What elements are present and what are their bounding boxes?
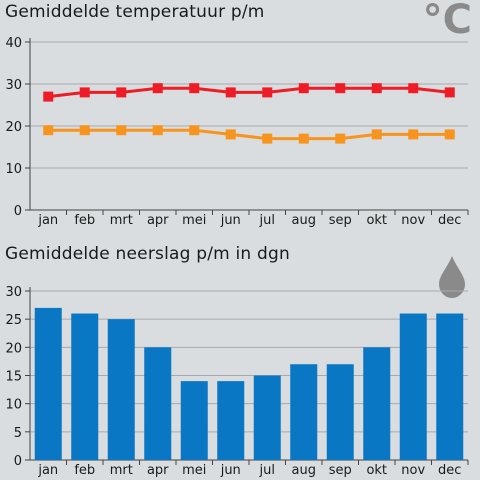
rain-bar — [363, 347, 391, 460]
temp-series-0-point — [116, 87, 127, 98]
temp-series-0-point — [371, 83, 382, 94]
temp-xtick-label: sep — [329, 213, 352, 228]
rain-xtick-label: apr — [147, 463, 169, 478]
temp-ytick-label: 10 — [5, 162, 22, 177]
rain-xtick-label: jul — [259, 463, 275, 478]
temp-series-1-point — [152, 125, 163, 136]
temp-series-1-point — [225, 129, 236, 140]
rain-xtick-label: mei — [182, 463, 206, 478]
temp-series-1-point — [298, 133, 309, 144]
temp-ytick-label: 0 — [14, 204, 22, 219]
temp-xtick-label: dec — [438, 213, 461, 228]
rain-bar — [399, 313, 427, 460]
rainfall-chart-title: Gemiddelde neerslag p/m in dgn — [5, 244, 290, 264]
temperature-chart-panel: Gemiddelde temperatuur p/m °C 0 10 20 30 40 j… — [5, 0, 472, 228]
temp-series-0-point — [189, 83, 200, 94]
temp-xtick-label: mei — [182, 213, 206, 228]
rainfall-chart-panel: Gemiddelde neerslag p/m in dgn 0 5 10 15 20 2… — [0, 242, 480, 480]
rain-bar — [253, 375, 281, 460]
raindrop-icon — [439, 256, 465, 298]
temp-series-0-point — [225, 87, 236, 98]
rainfall-chart: 0 5 10 15 20 25 30 jan feb mrt apr mei jun jul aug sep o… — [5, 256, 469, 478]
temp-xtick-label: apr — [147, 213, 169, 228]
temp-series-0-point — [79, 87, 90, 98]
rain-ytick-label: 10 — [5, 398, 22, 413]
temp-ytick-label: 40 — [5, 36, 22, 51]
temperature-chart-title: Gemiddelde temperatuur p/m — [5, 2, 265, 22]
rain-ytick-label: 15 — [5, 370, 22, 385]
temp-series-0-point — [335, 83, 346, 94]
rain-xtick-label: feb — [74, 463, 95, 478]
temp-series-1-point — [79, 125, 90, 136]
rain-bar — [436, 313, 464, 460]
rain-bar — [326, 364, 354, 460]
temp-series-1-point — [371, 129, 382, 140]
temp-series-0-line — [48, 86, 450, 99]
temp-xtick-label: jun — [220, 213, 241, 228]
temperature-chart: 0 10 20 30 40 jan feb mrt apr mei jun jul aug sep okt n… — [5, 36, 469, 228]
temp-series-1-point — [43, 125, 54, 136]
temp-series-1-point — [335, 133, 346, 144]
temp-series-0-point — [43, 91, 54, 102]
rain-xtick-label: okt — [366, 463, 387, 478]
rain-bar — [34, 307, 62, 460]
rain-ytick-label: 20 — [5, 341, 22, 356]
temp-xtick-label: feb — [74, 213, 95, 228]
temp-series-1-point — [189, 125, 200, 136]
temp-series-0-point — [262, 87, 273, 98]
temp-xtick-label: jul — [259, 213, 275, 228]
rain-ytick-label: 0 — [14, 454, 22, 469]
rain-xtick-label: aug — [292, 463, 316, 478]
rain-bar — [217, 381, 245, 460]
temp-series-0-point — [408, 83, 419, 94]
temp-series-1-point — [116, 125, 127, 136]
rain-xtick-label: jun — [220, 463, 241, 478]
temp-xtick-label: nov — [401, 213, 425, 228]
temp-ytick-label: 20 — [5, 120, 22, 135]
rain-bar — [71, 313, 99, 460]
temp-xtick-label: jan — [37, 213, 58, 228]
rain-bar — [180, 381, 208, 460]
rain-bar — [290, 364, 318, 460]
rain-xtick-label: dec — [438, 463, 461, 478]
temp-xtick-label: mrt — [110, 213, 133, 228]
temp-ytick-label: 30 — [5, 78, 22, 93]
temp-series-1-line — [48, 128, 450, 141]
temp-series-0-point — [444, 87, 455, 98]
temp-xtick-label: okt — [366, 213, 387, 228]
temp-series-1-point — [408, 129, 419, 140]
rain-xtick-label: jan — [37, 463, 58, 478]
rain-xtick-label: mrt — [110, 463, 133, 478]
rain-xtick-label: sep — [329, 463, 352, 478]
temp-series-0-point — [298, 83, 309, 94]
rain-ytick-label: 25 — [5, 313, 22, 328]
rain-bar — [144, 347, 172, 460]
rain-xtick-label: nov — [401, 463, 425, 478]
temp-xtick-label: aug — [292, 213, 316, 228]
temp-series-1-point — [262, 133, 273, 144]
thermometer-celsius-icon: °C — [422, 0, 472, 43]
rain-ytick-label: 5 — [14, 426, 22, 441]
rain-ytick-label: 30 — [5, 285, 22, 300]
temp-series-1-point — [444, 129, 455, 140]
temp-series-0-point — [152, 83, 163, 94]
rain-bar — [107, 319, 135, 460]
